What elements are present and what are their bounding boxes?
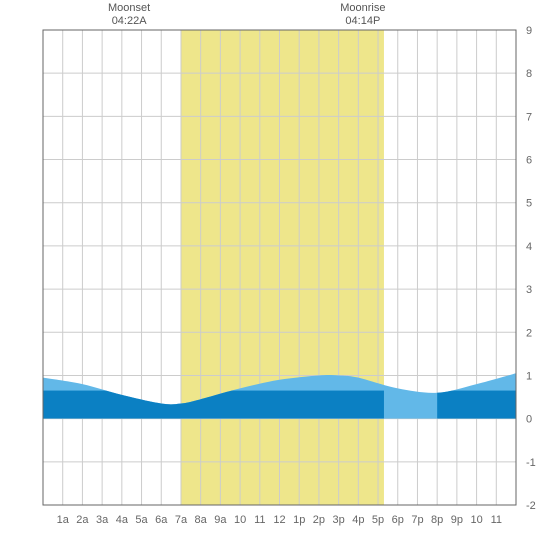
svg-text:-2: -2 [526,500,536,512]
svg-text:9p: 9p [451,514,463,526]
svg-text:9: 9 [526,25,532,37]
svg-text:9a: 9a [214,514,227,526]
svg-text:2a: 2a [76,514,89,526]
svg-text:11: 11 [491,514,502,526]
svg-text:2p: 2p [313,514,325,526]
svg-text:6: 6 [526,155,532,167]
svg-text:5a: 5a [135,514,148,526]
svg-text:10: 10 [470,514,482,526]
moonset-time: 04:22A [99,15,159,28]
svg-text:10: 10 [234,514,246,526]
svg-text:0: 0 [526,414,532,426]
svg-text:3p: 3p [333,514,345,526]
moonset-label: Moonset [99,2,159,15]
svg-text:3a: 3a [96,514,109,526]
moonrise-annotation: Moonrise 04:14P [333,2,393,28]
svg-text:2: 2 [526,327,532,339]
svg-text:1p: 1p [293,514,305,526]
svg-text:5: 5 [526,198,532,210]
svg-text:1a: 1a [57,514,70,526]
svg-text:8p: 8p [431,514,443,526]
svg-text:6p: 6p [392,514,404,526]
svg-text:4p: 4p [352,514,364,526]
svg-text:12: 12 [273,514,285,526]
svg-text:3: 3 [526,284,532,296]
svg-text:4a: 4a [116,514,129,526]
svg-text:7: 7 [526,111,532,123]
svg-text:4: 4 [526,241,532,253]
svg-text:7p: 7p [411,514,423,526]
moonrise-time: 04:14P [333,15,393,28]
svg-text:5p: 5p [372,514,384,526]
svg-text:6a: 6a [155,514,168,526]
svg-text:7a: 7a [175,514,188,526]
svg-text:-1: -1 [526,457,536,469]
chart-canvas: 1a2a3a4a5a6a7a8a9a1011121p2p3p4p5p6p7p8p… [0,0,550,550]
svg-text:8: 8 [526,68,532,80]
svg-text:8a: 8a [195,514,208,526]
moonrise-label: Moonrise [333,2,393,15]
moonset-annotation: Moonset 04:22A [99,2,159,28]
svg-text:11: 11 [254,514,265,526]
tide-chart: 1a2a3a4a5a6a7a8a9a1011121p2p3p4p5p6p7p8p… [0,0,550,550]
svg-text:1: 1 [526,370,532,382]
